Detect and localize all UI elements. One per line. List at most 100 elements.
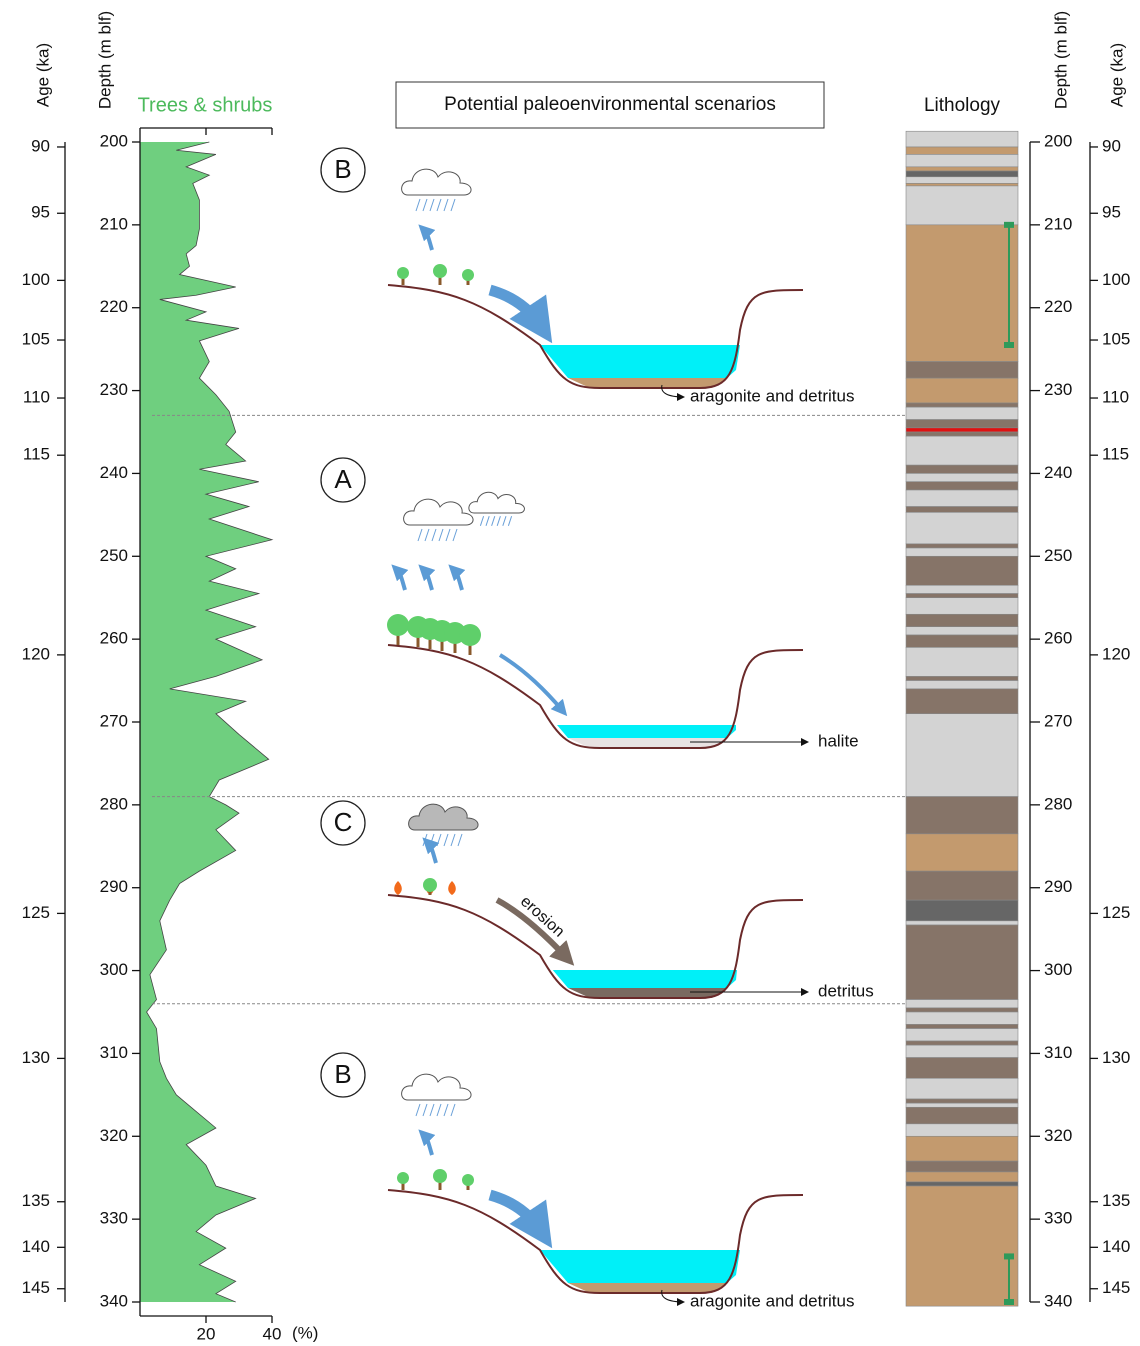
crown: [462, 1174, 474, 1186]
lithology-layer: [905, 166, 1019, 172]
cloud: [468, 491, 525, 514]
basin: [387, 894, 804, 999]
lithology-layer: [905, 680, 1019, 690]
lithology-layer: [905, 634, 1019, 648]
runoff-arrow: [488, 1189, 553, 1249]
depth-axis-label: Depth (m blf): [95, 11, 114, 109]
rain: [443, 1103, 449, 1117]
depth-tick-label: 300: [100, 960, 128, 979]
depth-tick-label: 240: [100, 463, 128, 482]
sediment: [568, 378, 727, 388]
depth-tick-label: 290: [100, 877, 128, 896]
sediment: [568, 988, 727, 998]
depth-tick-label: 220: [1044, 297, 1072, 316]
depth-tick-label: 220: [100, 297, 128, 316]
lithology-layer: [905, 899, 1019, 922]
rain: [417, 528, 423, 542]
lithology-layer: [905, 676, 1019, 681]
lithology-layer: [905, 406, 1019, 420]
sediment: [568, 738, 727, 748]
annotation-leader: [661, 384, 685, 401]
age-tick-label: 140: [22, 1237, 50, 1256]
depth-tick-label: 260: [100, 629, 128, 648]
lithology-layer: [905, 130, 1019, 148]
depth-tick-label: 300: [1044, 960, 1072, 979]
depth-tick-label: 230: [1044, 380, 1072, 399]
rain: [491, 516, 496, 526]
rain: [479, 516, 485, 526]
rain: [507, 516, 513, 526]
rain: [452, 528, 458, 542]
age-tick-label: 95: [1102, 203, 1121, 222]
age-tick-label: 130: [22, 1048, 50, 1067]
depth-tick-label: 200: [100, 131, 128, 150]
range-cap: [1004, 342, 1014, 348]
lithology-layer: [905, 1185, 1019, 1307]
lithology-layer: [905, 796, 1019, 835]
depth-tick-label: 340: [100, 1291, 128, 1310]
lithology-layer: [905, 1057, 1019, 1079]
rain: [436, 198, 442, 212]
age-tick-label: 110: [1102, 388, 1129, 407]
age-tick-label: 145: [22, 1278, 50, 1297]
age-tick-label: 125: [22, 903, 50, 922]
rain: [431, 528, 437, 542]
water: [540, 1250, 740, 1283]
age-tick-label: 125: [1102, 903, 1130, 922]
crown: [397, 1172, 409, 1184]
lithology-layer: [905, 688, 1019, 715]
lithology-title: Lithology: [924, 95, 1001, 116]
lithology-layer: [905, 473, 1019, 483]
x-tick-label: 40: [263, 1324, 282, 1343]
age-tick-label: 90: [31, 136, 50, 155]
range-cap: [1004, 1253, 1014, 1260]
scenarios-title: Potential paleoenvironmental scenarios: [444, 94, 776, 115]
lithology-layer: [905, 593, 1019, 599]
age-tick-label: 145: [1102, 1278, 1130, 1297]
scenario-letter-circle: [320, 1052, 366, 1098]
depth-tick-label: 330: [100, 1209, 128, 1228]
lithology-layer: [905, 402, 1019, 408]
scenario-letter: A: [334, 464, 352, 494]
lithology-layer: [905, 713, 1019, 797]
curve-area-fill: [140, 142, 272, 1302]
basin: [387, 644, 804, 749]
lithology-layer: [905, 870, 1019, 901]
basin: [387, 1189, 804, 1294]
rain: [429, 198, 435, 212]
lithology-layer: [905, 1077, 1019, 1100]
depth-tick-label: 250: [100, 546, 128, 565]
crown: [433, 264, 447, 278]
lithology-layer: [905, 481, 1019, 491]
lithology-layer: [905, 489, 1019, 507]
water: [540, 345, 740, 378]
range-cap: [1004, 221, 1014, 228]
age-tick-label: 115: [23, 445, 50, 464]
age-tick-label: 115: [1102, 445, 1129, 464]
crown: [433, 1169, 447, 1183]
lithology-layer: [905, 224, 1019, 362]
lithology-layer: [905, 185, 1019, 226]
lithology-layer: [905, 464, 1019, 474]
rain: [485, 516, 490, 526]
depth-tick-label: 280: [1044, 794, 1072, 813]
age-tick-label: 130: [1102, 1048, 1130, 1067]
cloud: [408, 803, 479, 831]
lithology-layer: [905, 154, 1019, 168]
lithology-layer: [905, 1102, 1019, 1108]
cloud: [401, 1073, 472, 1101]
x-unit: (%): [292, 1323, 318, 1342]
lithology-layer: [905, 547, 1019, 557]
depth-tick-label: 210: [1044, 214, 1072, 233]
tree-curve: [146, 141, 274, 1303]
crown: [462, 269, 474, 281]
age-tick-label: 105: [1102, 330, 1130, 349]
runoff-arrow: [488, 284, 553, 344]
depth-tick-label: 240: [1044, 463, 1072, 482]
lithology-layer: [905, 626, 1019, 636]
annotation: aragonite and detritus: [690, 386, 854, 405]
lithology-layer: [905, 512, 1019, 545]
depth-tick-label: 270: [1044, 711, 1072, 730]
